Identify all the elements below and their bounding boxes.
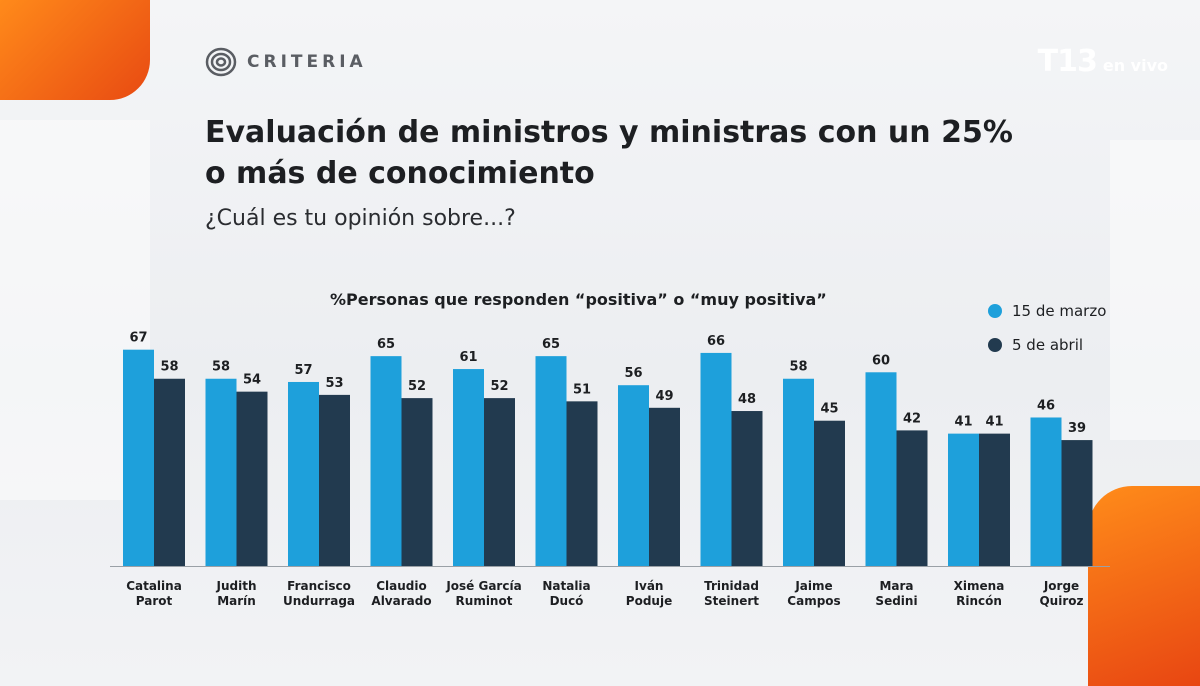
bar-abril-0 — [154, 378, 185, 566]
category-label-9-line-2: Sedini — [875, 594, 917, 608]
bar-abril-3 — [401, 398, 433, 566]
category-label-4-line-2: Ruminot — [456, 594, 513, 608]
legend-swatch-marzo — [988, 304, 1002, 318]
chart-title: %Personas que responden “positiva” o “mu… — [330, 290, 827, 309]
page-title: Evaluación de ministros y ministras con … — [205, 112, 1065, 194]
value-label-abril-5: 51 — [573, 382, 591, 397]
category-label-3-line-1: Claudio — [376, 579, 427, 593]
bar-marzo-11 — [1030, 417, 1062, 566]
category-label-5-line-1: Natalia — [542, 579, 590, 593]
criteria-logo-text: CRITERIA — [247, 52, 367, 72]
bar-marzo-3 — [370, 356, 402, 566]
legend-swatch-abril — [988, 338, 1002, 352]
value-label-abril-9: 42 — [903, 411, 921, 426]
bar-marzo-4 — [453, 369, 484, 566]
category-label-8-line-2: Campos — [787, 594, 840, 608]
category-label-11-line-1: Jorge — [1043, 579, 1079, 593]
category-label-0-line-1: Catalina — [126, 579, 182, 593]
value-label-abril-0: 58 — [160, 360, 178, 375]
value-label-marzo-8: 58 — [789, 360, 807, 375]
value-label-marzo-9: 60 — [872, 353, 890, 368]
value-label-abril-8: 45 — [820, 402, 838, 417]
bar-marzo-10 — [948, 433, 979, 566]
value-label-abril-11: 39 — [1068, 421, 1086, 436]
category-label-6-line-1: Iván — [635, 579, 664, 593]
value-label-abril-7: 48 — [738, 392, 756, 407]
value-label-marzo-0: 67 — [129, 331, 147, 346]
value-label-marzo-7: 66 — [707, 334, 725, 349]
value-label-abril-10: 41 — [985, 415, 1003, 430]
category-label-11-line-2: Quiroz — [1039, 594, 1083, 608]
value-label-marzo-6: 56 — [624, 366, 642, 381]
page-title-line-1: Evaluación de ministros y ministras con … — [205, 115, 1013, 150]
bar-abril-6 — [649, 407, 680, 566]
legend-item-abril: 5 de abril — [988, 334, 1106, 356]
category-label-7-line-1: Trinidad — [704, 579, 759, 593]
legend-item-marzo: 15 de marzo — [988, 300, 1106, 322]
category-label-6-line-2: Poduje — [626, 594, 672, 608]
channel-brand: T13 — [1037, 44, 1098, 79]
bar-marzo-8 — [783, 378, 814, 566]
channel-live-label: en vivo — [1102, 56, 1168, 75]
value-label-marzo-2: 57 — [294, 363, 312, 378]
category-label-10-line-2: Rincón — [956, 594, 1002, 608]
bar-marzo-6 — [618, 385, 649, 566]
bar-abril-10 — [979, 433, 1010, 566]
orange-corner-top-left — [0, 0, 150, 100]
category-label-0-line-2: Parot — [136, 594, 173, 608]
category-label-5-line-2: Ducó — [550, 594, 584, 608]
bar-abril-7 — [731, 411, 763, 566]
value-label-marzo-11: 46 — [1037, 398, 1055, 413]
bar-abril-4 — [484, 398, 515, 566]
category-label-9-line-1: Mara — [879, 579, 913, 593]
bar-abril-8 — [814, 420, 845, 566]
value-label-abril-6: 49 — [655, 389, 673, 404]
bar-marzo-0 — [123, 349, 154, 566]
bar-abril-1 — [236, 391, 268, 566]
bar-marzo-5 — [535, 356, 567, 566]
value-label-marzo-4: 61 — [459, 350, 477, 365]
bar-marzo-2 — [288, 381, 319, 566]
channel-logo: T13 en vivo — [1038, 44, 1168, 79]
page-subtitle: ¿Cuál es tu opinión sobre...? — [205, 206, 516, 231]
criteria-logo: CRITERIA — [205, 46, 367, 78]
page-title-line-2: o más de conocimiento — [205, 156, 595, 191]
value-label-abril-3: 52 — [408, 379, 426, 394]
legend-label-marzo: 15 de marzo — [1012, 302, 1107, 320]
value-label-abril-2: 53 — [325, 376, 343, 391]
value-label-abril-4: 52 — [490, 379, 508, 394]
orange-corner-bottom-right — [1088, 486, 1200, 686]
bar-abril-11 — [1061, 440, 1093, 566]
category-label-7-line-2: Steinert — [704, 594, 759, 608]
category-label-10-line-1: Ximena — [954, 579, 1005, 593]
category-label-1-line-2: Marín — [217, 594, 256, 608]
category-label-2-line-2: Undurraga — [283, 594, 355, 608]
bar-marzo-1 — [205, 378, 237, 566]
value-label-marzo-5: 65 — [542, 337, 560, 352]
value-label-marzo-1: 58 — [212, 360, 230, 375]
value-label-marzo-10: 41 — [954, 415, 972, 430]
value-label-marzo-3: 65 — [377, 337, 395, 352]
value-label-abril-1: 54 — [243, 373, 261, 388]
bar-marzo-7 — [700, 352, 732, 566]
chart-legend: 15 de marzo 5 de abril — [988, 300, 1106, 368]
bar-abril-9 — [896, 430, 928, 566]
bar-abril-5 — [566, 401, 598, 566]
bar-abril-2 — [319, 394, 350, 566]
background-panel-right — [1110, 140, 1200, 440]
category-label-4-line-1: José García — [445, 579, 521, 593]
bar-marzo-9 — [865, 372, 897, 566]
category-label-3-line-2: Alvarado — [371, 594, 431, 608]
category-label-1-line-1: Judith — [216, 579, 257, 593]
category-label-8-line-1: Jaime — [794, 579, 832, 593]
criteria-logo-icon — [205, 47, 237, 77]
category-label-2-line-1: Francisco — [287, 579, 351, 593]
legend-label-abril: 5 de abril — [1012, 336, 1084, 354]
